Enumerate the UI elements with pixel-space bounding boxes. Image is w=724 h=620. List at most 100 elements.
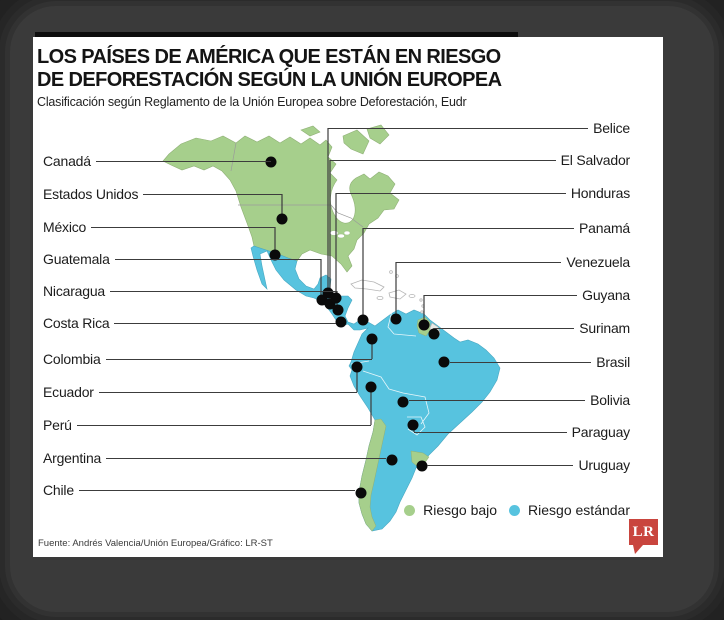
leader-line [336,193,566,194]
label-text: Belice [593,120,630,136]
label-uruguay: Uruguay [427,457,630,473]
label-canada: Canadá [43,153,271,169]
dot-ecuador [351,361,363,373]
label-text: Brasil [596,354,630,370]
label-venezuela: Venezuela [396,254,630,270]
label-peru: Perú [43,417,371,433]
label-text: Honduras [570,185,630,201]
dot-uruguay [416,460,428,472]
label-bolivia: Bolivia [409,392,630,408]
page-subtitle: Clasificación según Reglamento de la Uni… [37,95,467,109]
leader-line [143,194,282,195]
legend-standard-risk-dot [509,504,521,516]
label-guyana: Guyana [424,287,630,303]
legend: Riesgo bajo Riesgo estándar [404,502,630,518]
label-text: Colombia [43,351,101,367]
label-text: Guyana [582,287,630,303]
leader-line [427,465,574,466]
label-panama: Panamá [363,220,630,236]
dot-mexico [269,249,281,261]
us-canada-border [230,142,364,228]
label-text: Costa Rica [43,315,110,331]
leader-line [424,295,578,296]
label-paraguay: Paraguay [414,424,630,440]
caribbean-islands [350,270,425,314]
arctic-islands [300,124,390,155]
label-text: Panamá [579,220,630,236]
leader-line [434,328,575,329]
country-dots [265,156,450,499]
dot-chile [355,487,367,499]
dot-canada [265,156,277,168]
legend-standard-risk-label: Riesgo estándar [528,502,630,518]
label-text: Chile [43,482,74,498]
leader-line [76,425,371,426]
dot-nicaragua [332,304,344,316]
dot-venezuela [390,313,402,325]
label-el-salvador: El Salvador [330,152,630,168]
label-chile: Chile [43,482,355,498]
page-title: LOS PAÍSES DE AMÉRICA QUE ESTÁN EN RIESG… [37,46,597,92]
label-text: Guatemala [43,251,110,267]
label-text: Perú [43,417,72,433]
label-text: Venezuela [566,254,630,270]
leader-line [106,458,386,459]
label-guatemala: Guatemala [43,251,321,267]
dot-brasil [438,356,450,368]
infographic-panel: LOS PAÍSES DE AMÉRICA QUE ESTÁN EN RIESG… [33,32,663,557]
leader-line [78,490,355,491]
legend-low-risk-dot [404,504,416,516]
americas-map [162,124,501,532]
leader-line [98,392,357,393]
label-text: Bolivia [590,392,630,408]
label-mexico: México [43,219,275,235]
leader-line [114,259,321,260]
leader-line [409,400,586,401]
title-line-2: DE DEFORESTACIÓN SEGÚN LA UNIÓN EUROPEA [37,69,502,91]
label-nicaragua: Nicaragua [43,283,337,299]
leader-line [330,160,556,161]
dot-panama [357,314,369,326]
label-argentina: Argentina [43,450,386,466]
label-text: México [43,219,87,235]
source-credit: Fuente: Andrés Valencia/Unión Europea/Gr… [38,538,273,549]
label-honduras: Honduras [336,185,630,201]
dot-costa-rica [335,316,347,328]
dot-belice [322,287,334,299]
label-text: Ecuador [43,384,94,400]
leader-line [105,359,372,360]
dot-colombia [366,333,378,345]
label-text: Nicaragua [43,283,106,299]
dot-honduras [330,292,342,304]
dot-bolivia [397,396,409,408]
label-surinam: Surinam [434,320,630,336]
title-line-1: LOS PAÍSES DE AMÉRICA QUE ESTÁN EN RIESG… [37,46,501,68]
label-brasil: Brasil [450,354,630,370]
top-black-rule [35,32,518,37]
label-text: Paraguay [571,424,631,440]
label-text: Surinam [579,320,630,336]
label-text: Estados Unidos [43,186,139,202]
leader-line [114,323,336,324]
leader-line [328,128,589,129]
label-text: Uruguay [578,457,630,473]
dot-peru [365,381,377,393]
label-text: El Salvador [560,152,631,168]
leader-line [110,291,337,292]
leader-line [95,161,271,162]
dot-guyana [418,319,430,331]
legend-low-risk-label: Riesgo bajo [423,502,498,518]
leader-line [91,227,275,228]
lr-logo-text: LR [632,523,655,540]
dot-paraguay [407,419,419,431]
lr-brand-logo: LR [629,519,658,554]
label-ecuador: Ecuador [43,384,357,400]
label-estados-unidos: Estados Unidos [43,186,282,202]
label-text: Canadá [43,153,91,169]
chile-region [358,418,387,532]
leader-line [396,262,562,263]
leader-line [414,432,567,433]
leader-line [450,362,592,363]
label-text: Argentina [43,450,102,466]
leader-line [363,228,575,229]
